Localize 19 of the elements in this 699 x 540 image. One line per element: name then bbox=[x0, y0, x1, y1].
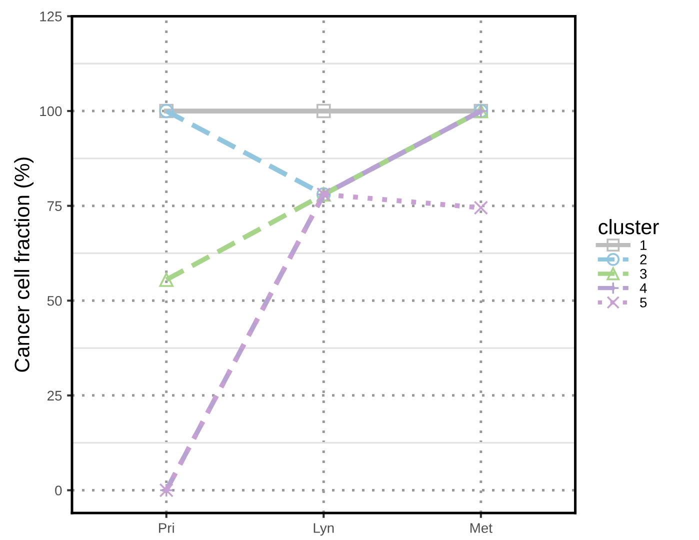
x-tick-label: Met bbox=[470, 523, 492, 533]
legend-title: cluster bbox=[598, 219, 659, 234]
y-tick-label: 125 bbox=[40, 12, 62, 22]
legend-label: 5 bbox=[640, 298, 647, 308]
y-tick-label: 25 bbox=[48, 390, 62, 401]
point bbox=[159, 272, 174, 287]
y-tick-label: 75 bbox=[48, 201, 62, 211]
x-tick-label: Lyn bbox=[314, 523, 334, 536]
y-axis-title: Cancer cell fraction (%) bbox=[14, 158, 34, 372]
y-tick-label: 0 bbox=[55, 486, 62, 496]
legend-label: 2 bbox=[640, 254, 647, 264]
legend-label: 4 bbox=[640, 283, 647, 293]
point bbox=[474, 200, 488, 215]
legend-label: 1 bbox=[640, 240, 647, 250]
y-tick-label: 50 bbox=[47, 296, 62, 306]
x-tick-label: Pri bbox=[159, 522, 174, 533]
point bbox=[316, 104, 331, 118]
legend-label: 3 bbox=[640, 268, 647, 279]
y-tick-label: 100 bbox=[40, 106, 62, 116]
